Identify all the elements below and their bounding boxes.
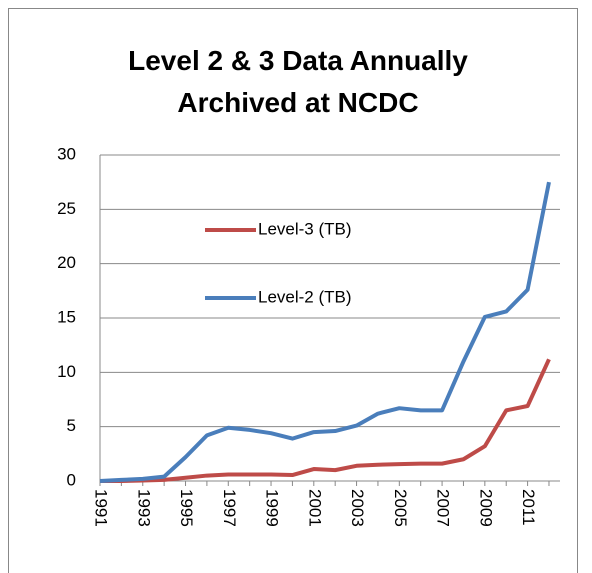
x-tick-label: 1997 bbox=[220, 489, 239, 527]
line-series bbox=[100, 358, 551, 483]
chart-title: Level 2 & 3 Data Annually Archived at NC… bbox=[128, 45, 468, 118]
legend-label: Level-3 (TB) bbox=[258, 219, 352, 238]
legend-label: Level-2 (TB) bbox=[258, 287, 352, 306]
y-tick-label: 0 bbox=[67, 470, 76, 489]
y-tick-label: 25 bbox=[57, 199, 76, 218]
x-tick-label: 1993 bbox=[134, 489, 153, 527]
x-tick-label: 2007 bbox=[434, 489, 453, 527]
y-tick-label: 30 bbox=[57, 144, 76, 163]
y-tick-label: 20 bbox=[57, 253, 76, 272]
chart-frame bbox=[8, 8, 578, 573]
x-tick-label: 2005 bbox=[391, 489, 410, 527]
x-tick-label: 1991 bbox=[92, 489, 111, 527]
x-tick-label: 2011 bbox=[519, 489, 538, 526]
x-tick-label: 2009 bbox=[476, 489, 495, 527]
x-tick-label: 2001 bbox=[305, 489, 324, 527]
y-tick-label: 15 bbox=[57, 307, 76, 326]
y-tick-label: 5 bbox=[67, 416, 76, 435]
x-tick-label: 1995 bbox=[177, 489, 196, 527]
x-tick-label: 2003 bbox=[348, 489, 367, 527]
x-tick-label: 1999 bbox=[263, 489, 282, 527]
line-series bbox=[99, 181, 551, 483]
y-tick-label: 10 bbox=[57, 362, 76, 381]
